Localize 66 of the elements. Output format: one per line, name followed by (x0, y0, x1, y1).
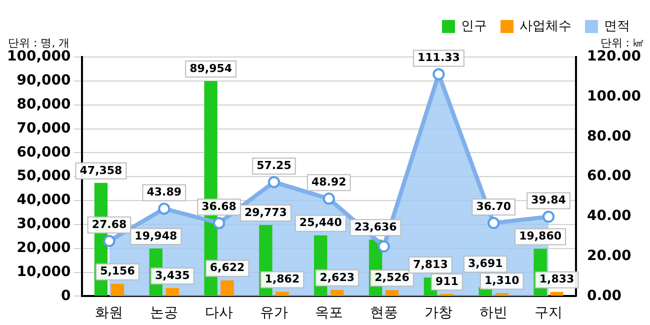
data-label: 19,948 (134, 229, 178, 242)
legend-label: 인구 (461, 18, 487, 34)
y-tick-label: 20,000 (16, 240, 72, 256)
x-tick-label: 논공 (150, 305, 178, 322)
y-tick-label: 40,000 (16, 192, 72, 208)
y2-tick-label: 120.00 (586, 48, 642, 65)
data-label: 36.70 (476, 200, 512, 213)
y2-tick-label: 60.00 (586, 168, 632, 184)
y-tick-label: 0 (61, 288, 72, 304)
x-tick-label: 가창 (424, 305, 453, 322)
data-label: 2,526 (374, 271, 410, 284)
data-label: 25,440 (299, 216, 342, 230)
y2-tick-label: 0.00 (586, 288, 622, 304)
bar (385, 290, 399, 296)
bar (166, 288, 179, 296)
bar (330, 290, 344, 296)
y2-tick-label: 100.00 (586, 88, 642, 105)
y2-tick-label: 40.00 (586, 208, 632, 224)
data-label: 911 (435, 274, 458, 288)
y-tick-label: 50,000 (16, 168, 72, 184)
data-label: 19,860 (519, 230, 562, 243)
bar (550, 292, 564, 296)
x-tick-label: 하빈 (480, 305, 508, 322)
x-tick-label: 유가 (260, 305, 288, 322)
data-label: 43.89 (146, 186, 182, 199)
text: 단위 : 명, 개 (8, 36, 70, 50)
data-label: 23,636 (354, 220, 398, 234)
y2-tick-label: 80.00 (586, 128, 632, 144)
y-tick-label: 90,000 (16, 72, 72, 89)
data-label: 111.33 (417, 51, 460, 64)
bar (276, 292, 289, 296)
y-tick-label: 30,000 (16, 216, 72, 232)
x-tick-label: 다사 (205, 305, 234, 322)
data-label: 89,954 (190, 62, 232, 75)
data-label: 48.92 (311, 176, 346, 189)
text: 단위 : ㎢ (600, 36, 644, 50)
data-label: 57.25 (256, 158, 292, 172)
x-tick-label: 화원 (95, 305, 124, 322)
bar (220, 280, 234, 296)
data-label: 3,691 (468, 256, 503, 270)
y-tick-label: 70,000 (16, 120, 72, 136)
data-label: 27.68 (92, 218, 127, 231)
data-label: 1,310 (484, 274, 520, 287)
data-label: 5,156 (100, 264, 136, 278)
y-tick-label: 60,000 (16, 144, 72, 160)
data-label: 1,833 (539, 272, 574, 286)
x-tick-label: 옥포 (314, 305, 343, 322)
data-label: 47,358 (80, 164, 122, 177)
bar (495, 293, 508, 296)
data-label: 39.84 (531, 194, 566, 207)
data-label: 29,773 (244, 206, 287, 219)
y-tick-label: 100,000 (7, 48, 72, 65)
legend-label: 사업체수 (520, 18, 572, 34)
data-label: 36.68 (202, 200, 236, 213)
y2-tick-label: 20.00 (586, 248, 632, 264)
data-label: 3,435 (154, 268, 190, 282)
data-label: 7,813 (413, 258, 448, 271)
data-label: 6,622 (210, 261, 245, 274)
data-label: 2,623 (320, 270, 355, 284)
data-label: 1,862 (264, 272, 300, 286)
legend-label: 면적 (604, 18, 630, 34)
x-tick-label: 구지 (534, 305, 563, 322)
y-tick-label: 10,000 (16, 264, 72, 280)
bar (110, 284, 124, 296)
x-tick-label: 현풍 (370, 305, 398, 322)
y-tick-label: 80,000 (16, 96, 72, 112)
